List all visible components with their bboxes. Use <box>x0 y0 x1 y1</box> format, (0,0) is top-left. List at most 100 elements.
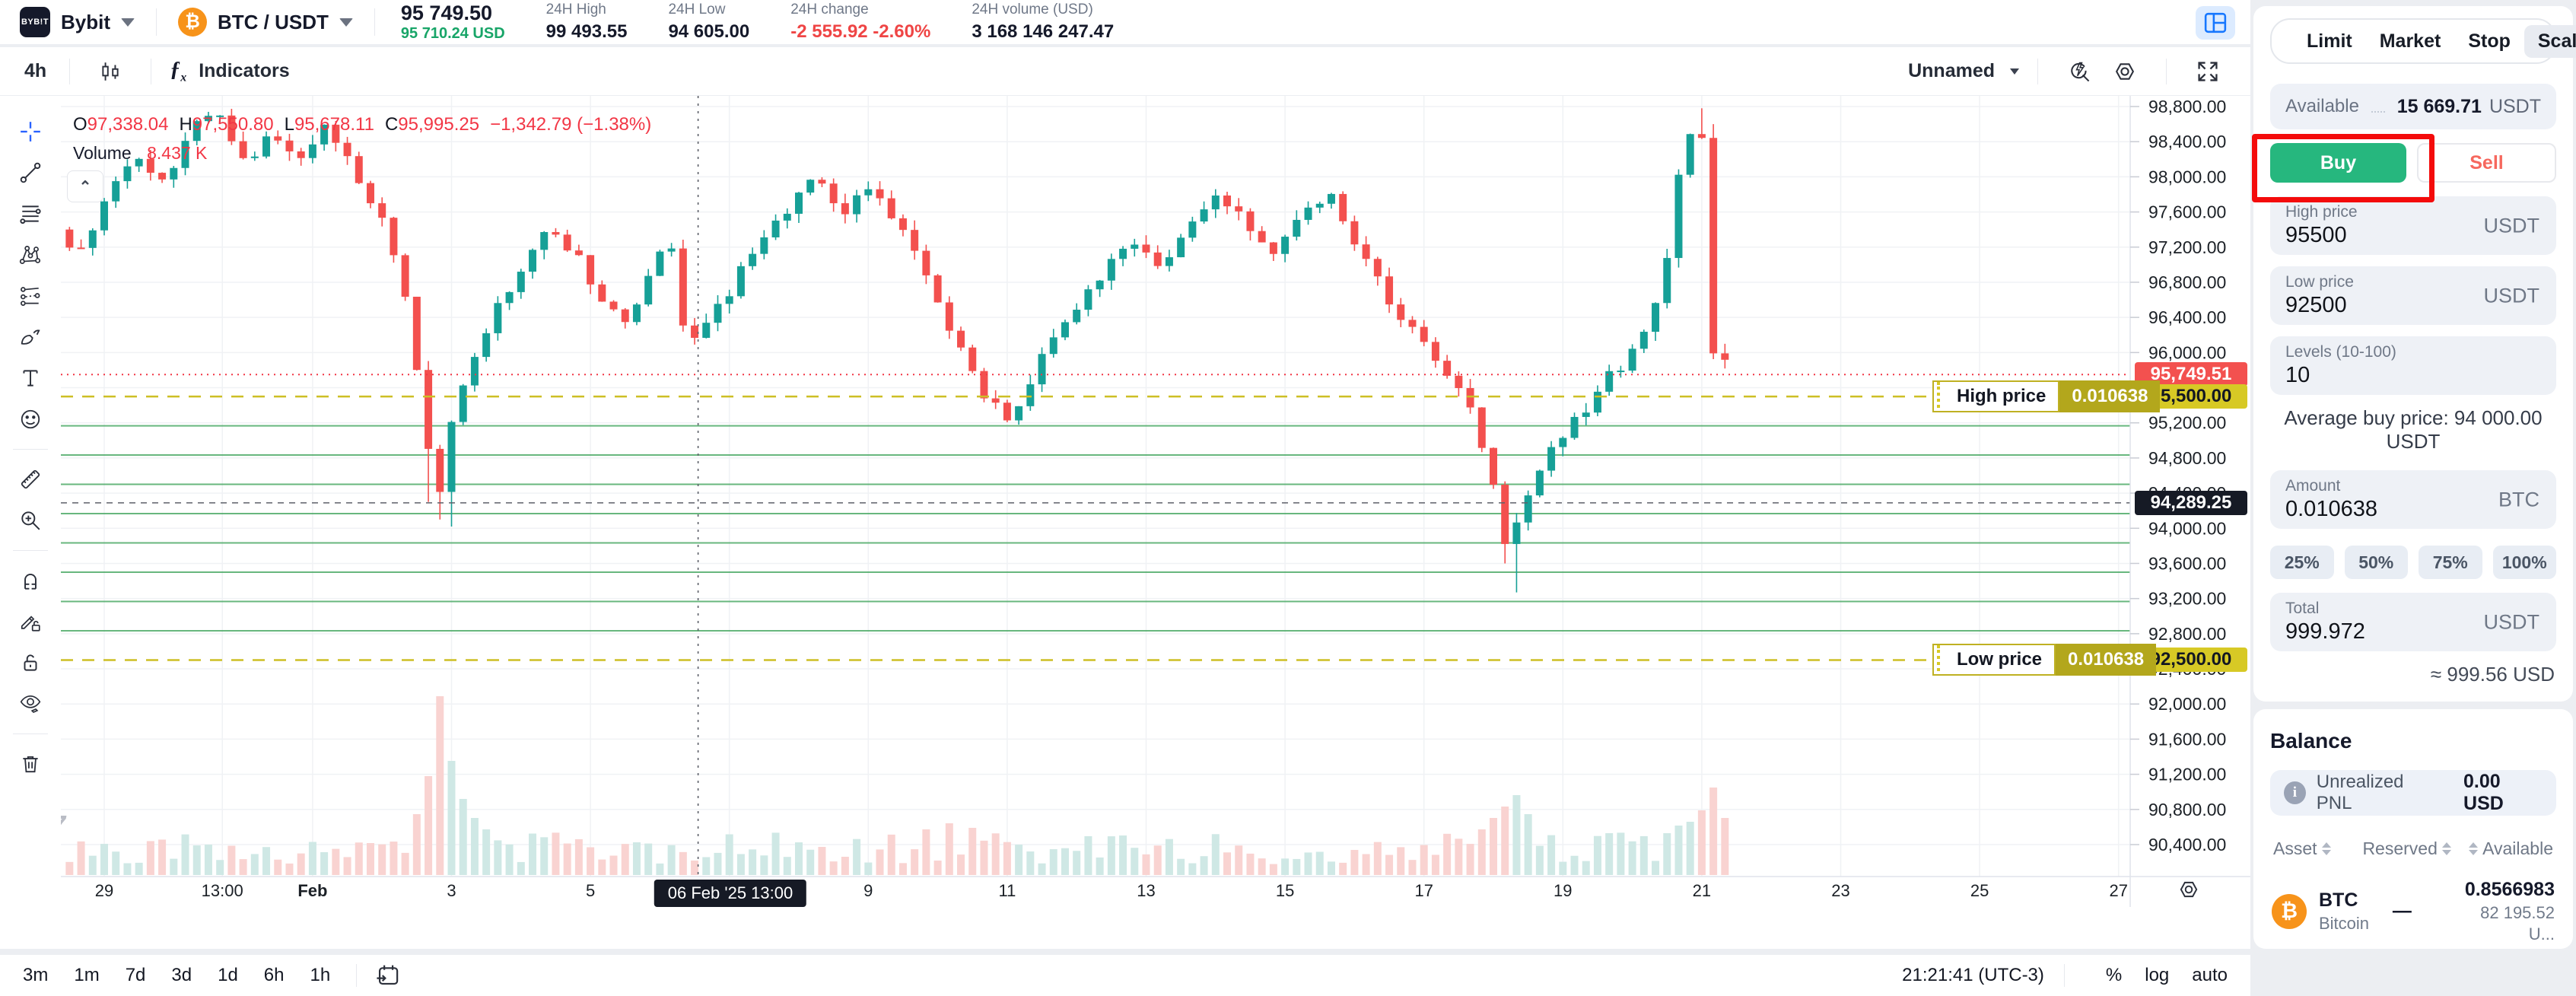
divider <box>374 8 375 36</box>
low-price-drag-label[interactable]: Low price 0.010638 <box>1932 644 2157 676</box>
magnet-tool-button[interactable] <box>9 560 52 601</box>
field-levels-10-100-[interactable]: Levels (10-100) 10 <box>2270 336 2556 395</box>
sort-icon <box>2321 842 2331 855</box>
brand-menu[interactable]: BYB!T Bybit <box>20 7 135 37</box>
svg-text:94,000.00: 94,000.00 <box>2148 518 2226 538</box>
layout-toggle-button[interactable] <box>2196 6 2235 40</box>
interval-button[interactable]: 4h <box>24 60 47 81</box>
tab-limit[interactable]: Limit <box>2307 30 2352 52</box>
order-form-card: Limit Market Stop Scaled Available 15 669.7… <box>2252 6 2576 761</box>
trend-line-icon <box>20 162 41 183</box>
collapse-legend-button[interactable]: ⌃ <box>67 170 103 202</box>
percent-100-button[interactable]: 100% <box>2492 546 2556 579</box>
volume-value: 8.437 K <box>147 143 208 163</box>
timeframe-3m-button[interactable]: 3m <box>23 965 49 985</box>
chart-settings-button[interactable] <box>2113 59 2137 84</box>
text-tool-button[interactable] <box>9 358 52 399</box>
hide-drawings-tool-button[interactable] <box>9 683 52 724</box>
divider <box>13 550 48 551</box>
tab-stop[interactable]: Stop <box>2468 30 2511 52</box>
balance-table-header: Asset Reserved Available <box>2273 838 2553 859</box>
timeframe-1d-button[interactable]: 1d <box>218 965 238 985</box>
available-usd-value: 82 195.52 U... <box>2480 902 2555 944</box>
chart-canvas[interactable]: 98,800.00 98,400.00 98,000.00 97,600.00 97,2… <box>0 96 2250 907</box>
tab-market[interactable]: Market <box>2379 30 2441 52</box>
lock-tool-button[interactable] <box>9 642 52 683</box>
trash-tool-button[interactable] <box>9 743 52 784</box>
amount-field[interactable]: Amount 0.010638 BTC <box>2270 470 2556 529</box>
price-axis-settings[interactable] <box>2177 878 2200 901</box>
amount-unit: BTC <box>2498 488 2539 511</box>
pair-selector[interactable]: ₿ BTC / USDT <box>178 8 353 37</box>
percent-25-button[interactable]: 25% <box>2270 546 2334 579</box>
indicators-button[interactable]: ƒx Indicators <box>170 58 294 85</box>
drawing-toolbar <box>0 96 61 907</box>
emoji-tool-button[interactable] <box>9 399 52 440</box>
tab-scaled[interactable]: Scaled <box>2524 24 2576 58</box>
timeframe-buttons: 3m 1m 7d 3d 1d 6h 1h <box>23 965 356 986</box>
ohlc-value: 97,338.04 <box>87 114 169 135</box>
horizontal-lines-tool-button[interactable] <box>9 193 52 234</box>
pair-name: BTC / USDT <box>218 10 329 33</box>
timeframe-6h-button[interactable]: 6h <box>263 965 285 985</box>
svg-text:23: 23 <box>1831 881 1849 900</box>
drawing-lock-tool-button[interactable] <box>9 601 52 642</box>
percent-75-button[interactable]: 75% <box>2419 546 2482 579</box>
divider <box>2063 964 2065 987</box>
approx-usd-text: ≈ 999.56 USD <box>2430 663 2555 686</box>
balance-card: Balance i Unrealized PNL 0.00 USD Asset R… <box>2253 709 2573 949</box>
divider <box>2037 58 2038 84</box>
stat-value: 99 493.55 <box>545 21 628 42</box>
timeframe-3d-button[interactable]: 3d <box>171 965 192 985</box>
svg-text:91,600.00: 91,600.00 <box>2148 729 2226 749</box>
buy-sell-switch: Buy Sell <box>2252 134 2556 202</box>
pnl-value: 0.00 USD <box>2463 771 2504 814</box>
amount-value: 0.010638 <box>2285 497 2377 521</box>
xabcd-pattern-tool-button[interactable] <box>9 234 52 275</box>
zoom-in-tool-button[interactable] <box>9 500 52 541</box>
info-icon[interactable]: i <box>2284 781 2306 804</box>
scale-percent-button[interactable]: % <box>2105 965 2123 985</box>
ruler-icon <box>21 469 40 489</box>
total-label: Total <box>2285 600 2320 617</box>
amount-label: Amount <box>2285 477 2341 495</box>
candle-style-button[interactable] <box>99 60 122 83</box>
buy-tab-button[interactable]: Buy <box>2270 143 2406 183</box>
sort-available-header[interactable]: Available <box>2456 838 2553 859</box>
sell-tab-button[interactable]: Sell <box>2417 143 2556 183</box>
chart-panel: 4h ƒx Indicators Unnamed <box>0 47 2250 996</box>
timeframe-1h-button[interactable]: 1h <box>310 965 331 985</box>
stat-label: 24H volume (USD) <box>972 2 1093 18</box>
total-field[interactable]: Total 999.972 USDT <box>2270 593 2556 651</box>
scale-buttons: % log auto <box>2083 965 2228 986</box>
high-price-drag-label[interactable]: High price 0.010638 <box>1932 380 2161 412</box>
sort-asset-header[interactable]: Asset <box>2273 838 2362 859</box>
scale-log-button[interactable]: log <box>2145 965 2170 985</box>
candlestick-chart[interactable]: 98,800.00 98,400.00 98,000.00 97,600.00 97,2… <box>0 96 2250 907</box>
trade-panel: Limit Market Stop Scaled Available 15 669.7… <box>2252 6 2576 949</box>
scale-auto-button[interactable]: auto <box>2192 965 2228 985</box>
brush-tool-button[interactable] <box>9 317 52 358</box>
field-low-price[interactable]: Low price 92500 USDT <box>2270 266 2556 325</box>
clock[interactable]: 21:21:41 (UTC-3) <box>1902 965 2044 985</box>
fullscreen-button[interactable] <box>2196 59 2220 84</box>
timeframe-1m-button[interactable]: 1m <box>74 965 100 985</box>
timeframe-7d-button[interactable]: 7d <box>125 965 146 985</box>
chart-bottom-bar: 3m 1m 7d 3d 1d 6h 1h 21:21:41 (UTC-3) % log auto <box>0 954 2250 996</box>
go-to-date-button[interactable] <box>375 963 401 988</box>
projection-tool-button[interactable] <box>9 275 52 317</box>
svg-text:5: 5 <box>586 881 595 900</box>
field-high-price[interactable]: High price 95500 USDT <box>2270 196 2556 255</box>
trend-line-tool-button[interactable] <box>9 152 52 193</box>
trash-icon <box>23 756 38 773</box>
ruler-tool-button[interactable] <box>9 459 52 500</box>
svg-text:25: 25 <box>1970 881 1989 900</box>
crosshair-tool-button[interactable] <box>9 111 52 152</box>
quick-search-button[interactable] <box>2067 59 2091 84</box>
layout-name-menu[interactable]: Unnamed <box>1903 60 2019 82</box>
ohlc-key: C <box>384 114 399 135</box>
sort-icon <box>2469 842 2479 855</box>
svg-text:96,000.00: 96,000.00 <box>2148 342 2226 362</box>
sort-reserved-header[interactable]: Reserved <box>2362 838 2455 859</box>
percent-50-button[interactable]: 50% <box>2344 546 2408 579</box>
